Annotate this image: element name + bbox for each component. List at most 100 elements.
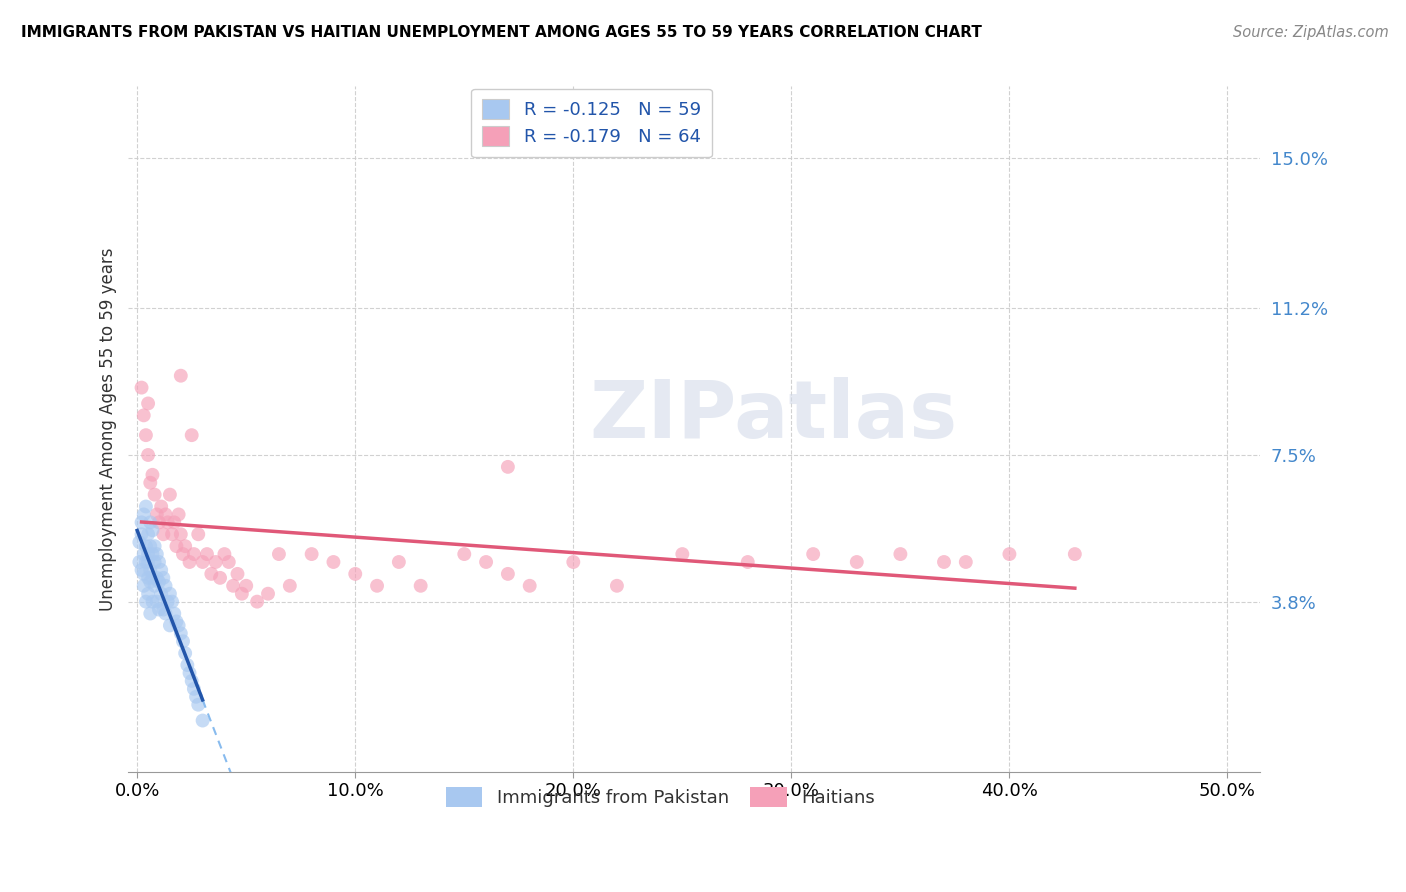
- Point: [160, 594, 183, 608]
- Point: [139, 563, 162, 577]
- Point: [209, 571, 232, 585]
- Point: [246, 594, 269, 608]
- Point: [135, 594, 157, 608]
- Point: [187, 698, 209, 712]
- Legend: Immigrants from Pakistan, Haitians: Immigrants from Pakistan, Haitians: [439, 780, 882, 814]
- Point: [143, 488, 166, 502]
- Point: [170, 626, 193, 640]
- Point: [152, 602, 174, 616]
- Point: [519, 579, 541, 593]
- Point: [141, 467, 163, 482]
- Point: [191, 555, 214, 569]
- Point: [176, 658, 198, 673]
- Point: [156, 516, 179, 530]
- Point: [218, 555, 240, 569]
- Point: [187, 527, 209, 541]
- Point: [135, 555, 157, 569]
- Point: [183, 681, 205, 696]
- Point: [136, 555, 159, 569]
- Point: [135, 500, 157, 514]
- Point: [235, 579, 257, 593]
- Point: [135, 428, 157, 442]
- Point: [801, 547, 824, 561]
- Point: [131, 527, 153, 541]
- Point: [163, 516, 186, 530]
- Point: [150, 587, 173, 601]
- Point: [932, 555, 955, 569]
- Point: [148, 555, 170, 569]
- Point: [955, 555, 977, 569]
- Point: [737, 555, 759, 569]
- Point: [172, 634, 194, 648]
- Text: IMMIGRANTS FROM PAKISTAN VS HAITIAN UNEMPLOYMENT AMONG AGES 55 TO 59 YEARS CORRE: IMMIGRANTS FROM PAKISTAN VS HAITIAN UNEM…: [21, 25, 981, 40]
- Point: [156, 594, 179, 608]
- Point: [132, 579, 155, 593]
- Point: [128, 535, 150, 549]
- Point: [1063, 547, 1085, 561]
- Point: [143, 539, 166, 553]
- Point: [132, 566, 155, 581]
- Point: [163, 607, 186, 621]
- Point: [204, 555, 226, 569]
- Point: [344, 566, 367, 581]
- Point: [146, 571, 169, 585]
- Point: [179, 555, 201, 569]
- Point: [135, 539, 157, 553]
- Point: [170, 368, 193, 383]
- Point: [148, 574, 170, 589]
- Point: [131, 516, 153, 530]
- Point: [155, 607, 177, 621]
- Point: [174, 539, 197, 553]
- Point: [195, 547, 218, 561]
- Point: [131, 381, 153, 395]
- Point: [170, 527, 193, 541]
- Point: [165, 539, 187, 553]
- Point: [409, 579, 432, 593]
- Point: [143, 555, 166, 569]
- Point: [172, 547, 194, 561]
- Point: [139, 574, 162, 589]
- Point: [139, 516, 162, 530]
- Point: [136, 396, 159, 410]
- Point: [167, 618, 190, 632]
- Point: [146, 547, 169, 561]
- Point: [453, 547, 475, 561]
- Point: [136, 448, 159, 462]
- Point: [231, 587, 253, 601]
- Point: [191, 714, 214, 728]
- Point: [889, 547, 911, 561]
- Point: [165, 615, 187, 629]
- Point: [136, 587, 159, 601]
- Point: [183, 547, 205, 561]
- Point: [136, 571, 159, 585]
- Point: [388, 555, 411, 569]
- Point: [136, 547, 159, 561]
- Point: [159, 587, 181, 601]
- Point: [139, 539, 162, 553]
- Point: [671, 547, 693, 561]
- Point: [167, 508, 190, 522]
- Point: [143, 579, 166, 593]
- Point: [267, 547, 290, 561]
- Point: [179, 665, 201, 680]
- Point: [131, 563, 153, 577]
- Point: [141, 547, 163, 561]
- Point: [562, 555, 585, 569]
- Point: [150, 500, 173, 514]
- Point: [155, 508, 177, 522]
- Point: [139, 475, 162, 490]
- Point: [160, 527, 183, 541]
- Point: [148, 602, 170, 616]
- Point: [139, 607, 162, 621]
- Point: [141, 594, 163, 608]
- Text: ZIPatlas: ZIPatlas: [589, 376, 957, 455]
- Point: [214, 547, 236, 561]
- Point: [148, 516, 170, 530]
- Point: [184, 690, 207, 704]
- Point: [141, 523, 163, 537]
- Point: [128, 555, 150, 569]
- Point: [301, 547, 323, 561]
- Point: [180, 673, 202, 688]
- Point: [152, 571, 174, 585]
- Point: [278, 579, 301, 593]
